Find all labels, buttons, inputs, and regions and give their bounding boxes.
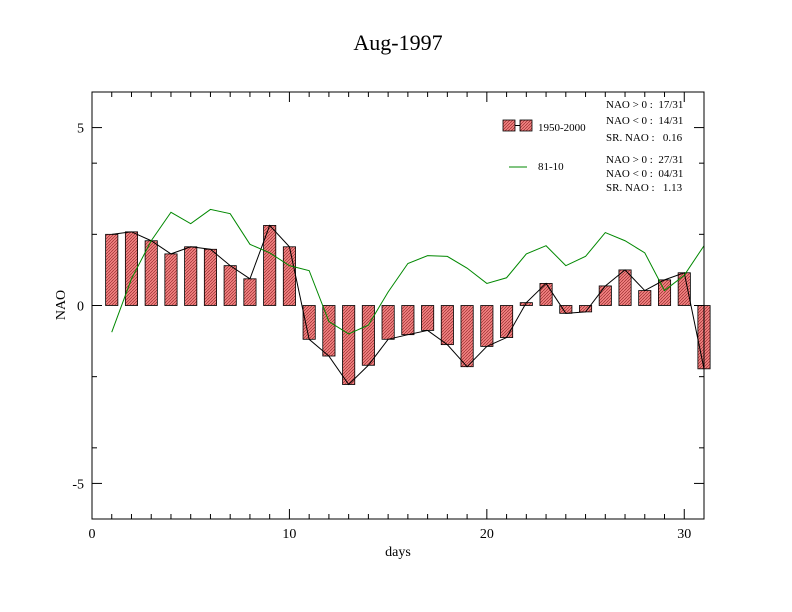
- legend-bar-swatch-left: [502, 119, 516, 132]
- annotation-set1-line3: SR. NAO : 0.16: [606, 132, 683, 144]
- bar-day-17: [421, 305, 435, 331]
- annotation-set2-line2: NAO < 0 : 04/31: [606, 168, 683, 180]
- plot-area: [105, 208, 711, 386]
- bar-day-2: [124, 231, 139, 306]
- y-tick-label-0: 0: [77, 300, 84, 315]
- bar-day-14: [361, 305, 375, 366]
- bar-day-8: [243, 278, 257, 306]
- annotation-set1-line1: NAO > 0 : 17/31: [606, 99, 683, 111]
- x-tick-label-20: 20: [480, 527, 494, 542]
- series-81-10-line: [111, 208, 705, 335]
- bar-day-5: [184, 246, 198, 306]
- annotation-set2-line3: SR. NAO : 1.13: [606, 182, 683, 194]
- x-axis-label: days: [385, 545, 411, 560]
- bar-day-10: [282, 246, 296, 306]
- bar-day-15: [381, 305, 395, 340]
- annotations: NAO > 0 : 17/31 NAO < 0 : 14/31 SR. NAO …: [606, 99, 683, 194]
- series-1950-2000-line: [111, 224, 705, 386]
- bar-day-27: [618, 269, 632, 306]
- bar-day-7: [223, 265, 237, 306]
- axis-ticks: 0 10 20 30 -5 0 5: [72, 91, 705, 542]
- chart-title: Aug-1997: [353, 30, 442, 55]
- bar-day-1: [105, 233, 119, 306]
- bar-day-19: [460, 305, 474, 368]
- bar-day-30: [677, 272, 691, 306]
- y-tick-label-5: 5: [77, 122, 84, 137]
- legend: 1950-2000 81-10: [502, 119, 586, 173]
- bar-day-13: [342, 305, 356, 385]
- bar-day-23: [539, 283, 553, 306]
- x-tick-label-10: 10: [282, 527, 296, 542]
- bar-day-20: [480, 305, 494, 347]
- y-tick-label--5: -5: [72, 477, 84, 492]
- bar-day-4: [164, 253, 178, 306]
- annotation-set2-line1: NAO > 0 : 27/31: [606, 154, 683, 166]
- y-axis-label: NAO: [54, 290, 69, 320]
- legend-bar-swatch-right: [519, 119, 533, 132]
- bar-day-11: [302, 305, 316, 340]
- bar-day-21: [500, 305, 514, 338]
- x-tick-label-30: 30: [677, 527, 691, 542]
- bar-day-3: [144, 240, 158, 306]
- bar-day-28: [638, 290, 652, 306]
- annotation-set1-line2: NAO < 0 : 14/31: [606, 115, 683, 127]
- bar-day-18: [440, 305, 454, 346]
- legend-bar-label: 1950-2000: [538, 122, 586, 134]
- x-tick-label-0: 0: [89, 527, 96, 542]
- bar-day-26: [598, 285, 612, 306]
- bar-day-29: [658, 279, 672, 306]
- bar-day-6: [203, 248, 217, 306]
- bar-day-16: [401, 305, 415, 336]
- legend-line-label: 81-10: [538, 161, 564, 173]
- bar-day-12: [322, 305, 336, 357]
